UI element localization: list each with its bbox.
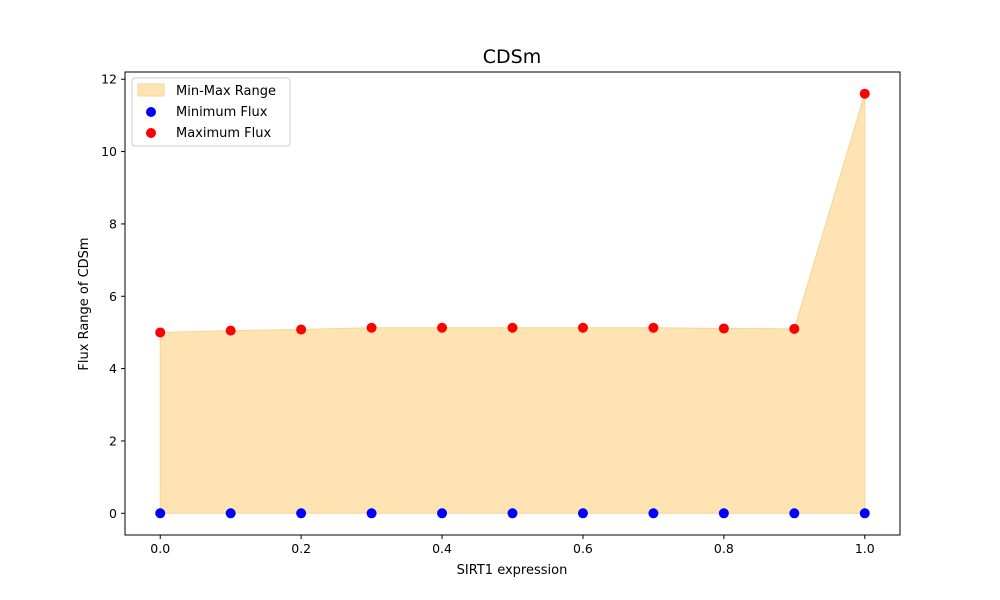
maximum-flux-point bbox=[366, 322, 377, 333]
y-tick-label: 8 bbox=[109, 216, 117, 231]
maximum-flux-point bbox=[577, 322, 588, 333]
x-tick-label: 0.2 bbox=[291, 541, 311, 556]
minimum-flux-point bbox=[648, 508, 659, 519]
minimum-flux-point bbox=[507, 508, 518, 519]
minimum-flux-point bbox=[155, 508, 166, 519]
legend-label-minimum-flux: Minimum Flux bbox=[176, 105, 268, 120]
maximum-flux-point bbox=[789, 323, 800, 334]
y-axis-label: Flux Range of CDSm bbox=[77, 237, 92, 370]
minimum-flux-point bbox=[859, 508, 870, 519]
x-tick-label: 0.6 bbox=[573, 541, 593, 556]
y-tick-label: 2 bbox=[109, 433, 117, 448]
maximum-flux-point bbox=[437, 322, 448, 333]
chart-title: CDSm bbox=[483, 46, 541, 68]
maximum-flux-point bbox=[155, 327, 166, 338]
minimum-flux-point bbox=[577, 508, 588, 519]
legend-swatch-range bbox=[137, 83, 165, 97]
legend-marker-maximum-flux bbox=[146, 128, 156, 138]
x-axis-label: SIRT1 expression bbox=[457, 563, 568, 578]
maximum-flux-point bbox=[225, 325, 236, 336]
x-tick-label: 0.0 bbox=[150, 541, 170, 556]
y-tick-label: 12 bbox=[101, 72, 117, 87]
y-tick-label: 10 bbox=[101, 144, 117, 159]
maximum-flux-point bbox=[718, 323, 729, 334]
maximum-flux-point bbox=[648, 322, 659, 333]
minimum-flux-point bbox=[789, 508, 800, 519]
maximum-flux-point bbox=[296, 324, 307, 335]
x-tick-label: 1.0 bbox=[855, 541, 875, 556]
y-tick-label: 6 bbox=[109, 289, 117, 304]
maximum-flux-point bbox=[859, 88, 870, 99]
minimum-flux-point bbox=[296, 508, 307, 519]
min-max-range-area bbox=[159, 93, 866, 514]
minimum-flux-points bbox=[155, 508, 870, 519]
legend: Min-Max Range Minimum Flux Maximum Flux bbox=[131, 77, 291, 147]
plot-frame bbox=[124, 71, 901, 536]
maximum-flux-points bbox=[155, 88, 870, 338]
minimum-flux-point bbox=[366, 508, 377, 519]
minimum-flux-point bbox=[718, 508, 729, 519]
y-tick-label: 4 bbox=[109, 361, 117, 376]
minimum-flux-point bbox=[225, 508, 236, 519]
legend-box bbox=[131, 77, 291, 147]
x-tick-label: 0.8 bbox=[714, 541, 734, 556]
legend-marker-minimum-flux bbox=[146, 107, 156, 117]
x-tick-label: 0.4 bbox=[432, 541, 452, 556]
y-tick-label: 0 bbox=[109, 506, 117, 521]
x-axis-ticks: 0.0 0.2 0.4 0.6 0.8 1.0 bbox=[150, 535, 875, 556]
legend-label-maximum-flux: Maximum Flux bbox=[176, 126, 272, 141]
y-axis-ticks: 0 2 4 6 8 10 12 bbox=[101, 72, 125, 521]
legend-label-range: Min-Max Range bbox=[176, 84, 276, 99]
minimum-flux-point bbox=[437, 508, 448, 519]
plot-area bbox=[155, 88, 870, 519]
maximum-flux-point bbox=[507, 322, 518, 333]
